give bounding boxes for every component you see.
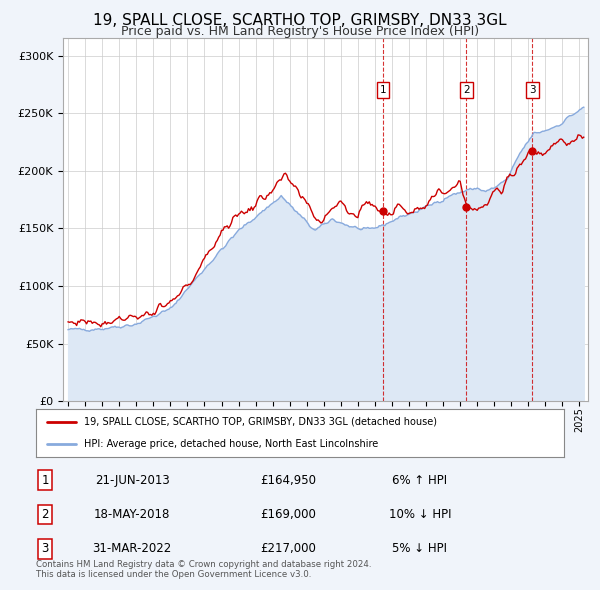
Text: 1: 1	[41, 474, 49, 487]
Text: 2: 2	[41, 508, 49, 521]
Text: 3: 3	[41, 542, 49, 555]
Text: Price paid vs. HM Land Registry's House Price Index (HPI): Price paid vs. HM Land Registry's House …	[121, 25, 479, 38]
Text: 3: 3	[529, 85, 536, 95]
Text: 19, SPALL CLOSE, SCARTHO TOP, GRIMSBY, DN33 3GL: 19, SPALL CLOSE, SCARTHO TOP, GRIMSBY, D…	[93, 13, 507, 28]
Text: 1: 1	[380, 85, 386, 95]
Text: £164,950: £164,950	[260, 474, 316, 487]
Text: £169,000: £169,000	[260, 508, 316, 521]
Text: 31-MAR-2022: 31-MAR-2022	[92, 542, 172, 555]
Text: 6% ↑ HPI: 6% ↑ HPI	[392, 474, 448, 487]
Text: Contains HM Land Registry data © Crown copyright and database right 2024.
This d: Contains HM Land Registry data © Crown c…	[36, 560, 371, 579]
Text: HPI: Average price, detached house, North East Lincolnshire: HPI: Average price, detached house, Nort…	[83, 439, 378, 449]
Text: 21-JUN-2013: 21-JUN-2013	[95, 474, 169, 487]
Text: 5% ↓ HPI: 5% ↓ HPI	[392, 542, 448, 555]
Text: £217,000: £217,000	[260, 542, 316, 555]
Text: 18-MAY-2018: 18-MAY-2018	[94, 508, 170, 521]
Text: 10% ↓ HPI: 10% ↓ HPI	[389, 508, 451, 521]
Text: 19, SPALL CLOSE, SCARTHO TOP, GRIMSBY, DN33 3GL (detached house): 19, SPALL CLOSE, SCARTHO TOP, GRIMSBY, D…	[83, 417, 437, 427]
Text: 2: 2	[463, 85, 470, 95]
